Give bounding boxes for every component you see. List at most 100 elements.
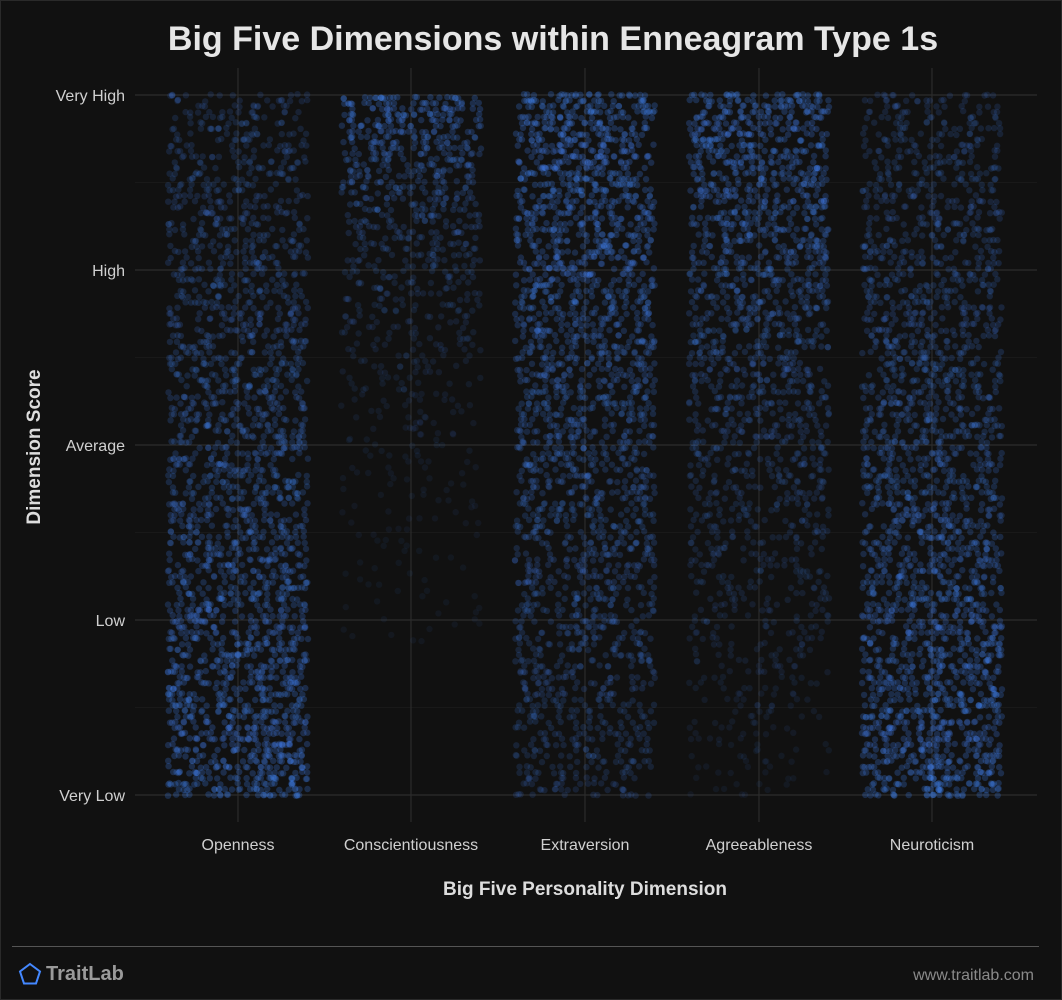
data-point [610,277,618,284]
data-point [190,703,198,710]
data-point [301,602,309,609]
data-point [402,257,409,264]
data-point [226,723,233,731]
data-point [641,645,648,652]
data-point [574,758,581,766]
data-point [276,629,283,636]
data-point [404,263,411,270]
data-point [175,786,183,793]
data-point [278,595,285,602]
data-point [282,148,289,155]
data-point [182,455,190,462]
data-point [268,551,275,558]
data-point [247,753,254,760]
data-point [287,92,295,99]
data-point [165,741,172,749]
data-point [176,573,184,580]
data-point [198,265,206,272]
data-point [271,421,279,428]
data-point [275,589,282,597]
data-point [522,550,530,557]
data-point [217,265,224,273]
data-point [222,382,229,389]
data-point [458,156,466,164]
data-point [184,606,191,613]
data-point [173,769,180,776]
data-point [239,472,246,479]
data-point [234,651,242,658]
data-point [260,516,268,524]
data-point [166,556,173,564]
data-point [251,713,258,721]
data-point [178,663,185,670]
data-point [201,399,208,406]
data-point [365,581,372,588]
data-point [417,106,424,113]
data-point [215,786,223,793]
data-point [250,545,257,553]
data-point [176,696,184,703]
data-point [183,629,190,636]
data-point [554,361,562,368]
data-point [588,192,595,199]
data-point [174,584,181,591]
data-point [204,422,211,429]
data-point [277,339,285,346]
data-point [192,153,200,160]
data-point [607,382,615,389]
data-point [252,757,259,764]
data-point [446,167,454,174]
data-point [180,393,188,401]
data-point [186,550,194,558]
data-point [237,271,244,278]
data-point [287,736,294,743]
data-point [215,467,222,474]
data-point [554,607,561,614]
data-point [177,343,185,350]
data-point [548,505,555,513]
data-point [545,719,552,727]
data-point [641,629,649,637]
data-point [186,785,193,792]
data-point [304,96,311,104]
data-point [213,657,220,664]
data-point [294,348,302,356]
data-point [592,305,600,312]
data-point [559,428,566,435]
data-point [514,607,522,614]
data-point [293,443,301,451]
data-point [270,456,277,463]
data-point [179,427,187,434]
data-point [174,96,182,104]
data-point [210,394,218,401]
data-point [558,786,565,793]
data-point [193,769,200,777]
data-point [181,780,188,787]
data-point [252,736,259,743]
data-point [187,617,194,624]
data-point [356,559,364,566]
data-point [227,589,234,597]
data-point [379,375,386,382]
data-point [269,725,276,732]
data-point [250,103,257,110]
data-point [262,500,270,507]
data-point [545,192,552,200]
data-point [532,382,539,389]
data-point [244,210,251,217]
data-point [532,523,539,531]
data-point [240,427,247,434]
data-point [290,680,297,687]
data-point [187,523,195,530]
data-point [630,484,637,491]
data-point [280,438,288,445]
data-point [168,92,176,99]
data-point [280,159,288,166]
data-point [444,93,451,101]
data-point [476,223,483,230]
data-point [261,114,268,121]
data-point [179,259,187,266]
data-point [266,764,274,771]
data-point [272,365,279,372]
data-point [439,441,446,449]
